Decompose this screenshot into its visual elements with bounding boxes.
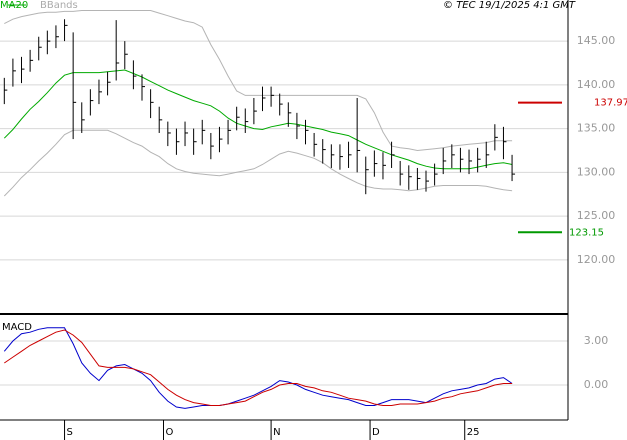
bollinger-band xyxy=(4,10,513,152)
x-tick-label: 25 xyxy=(467,427,480,438)
y-tick-label: 3.00 xyxy=(584,334,609,347)
x-tick-label: D xyxy=(372,427,380,438)
y-tick-label: 135.00 xyxy=(577,122,616,135)
y-tick-label: 145.00 xyxy=(577,34,616,47)
level-label: 123.15 xyxy=(569,227,604,238)
stamp: © TEC 19/1/2025 4:1 GMT xyxy=(443,0,576,11)
y-tick-label: 0.00 xyxy=(584,378,609,391)
legend-ma: MA20 xyxy=(0,0,28,11)
bollinger-band xyxy=(3,129,513,197)
ma-line xyxy=(3,69,513,170)
level-label: 137.97 xyxy=(594,98,627,109)
macd-title: MACD xyxy=(2,322,32,333)
y-tick-label: 125.00 xyxy=(577,209,616,222)
x-tick-label: S xyxy=(67,427,73,438)
y-tick-label: 130.00 xyxy=(577,165,616,178)
macd-line xyxy=(4,329,513,406)
legend-bands: BBands xyxy=(40,0,78,11)
x-tick-label: O xyxy=(166,427,174,438)
y-tick-label: 120.00 xyxy=(577,253,616,266)
x-tick-label: N xyxy=(273,427,280,438)
plot: 145.00 140.00 135.00 130.00 125.00 120.00 137.… xyxy=(0,10,627,440)
y-tick-label: 140.00 xyxy=(577,78,616,91)
